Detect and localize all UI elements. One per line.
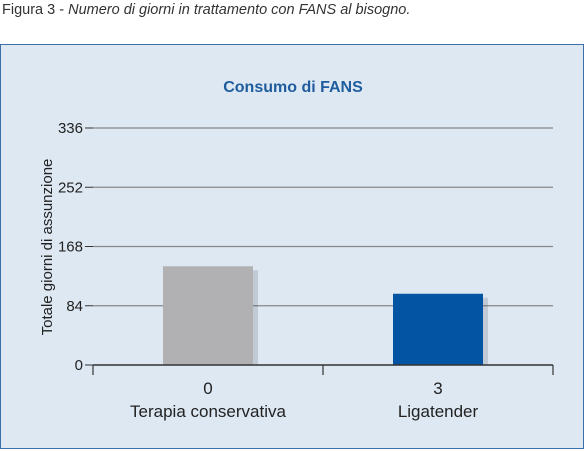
chart-title: Consumo di FANS: [223, 79, 363, 96]
x-category-code: 3: [433, 379, 442, 398]
x-axis: [92, 364, 554, 375]
chart-panel: Consumo di FANS Totale giorni di assunzi…: [0, 44, 584, 449]
bar-2: [393, 293, 483, 365]
x-tick-labels: 0 Terapia conservativa 3 Ligatender: [130, 379, 478, 421]
y-tick-labels: 0 84 168 252 336: [58, 120, 83, 374]
y-tick-label: 336: [58, 120, 83, 137]
caption-text: Numero di giorni in trattamento con FANS…: [68, 2, 411, 18]
figure-caption: Figura 3 - Numero di giorni in trattamen…: [2, 2, 410, 18]
y-tick-label: 252: [58, 179, 83, 196]
bars: [163, 266, 488, 365]
y-tick-label: 168: [58, 239, 83, 256]
x-category-label: Terapia conservativa: [130, 402, 286, 421]
x-category-label: Ligatender: [398, 402, 479, 421]
caption-label: Figura 3 -: [2, 2, 65, 18]
bar-1: [163, 266, 253, 365]
x-category-code: 0: [203, 379, 212, 398]
y-tick-label: 0: [75, 357, 83, 374]
y-axis-title: Totale giorni di assunzione: [39, 159, 56, 336]
y-tick-label: 84: [66, 298, 83, 315]
bar-chart: Consumo di FANS Totale giorni di assunzi…: [39, 79, 554, 421]
